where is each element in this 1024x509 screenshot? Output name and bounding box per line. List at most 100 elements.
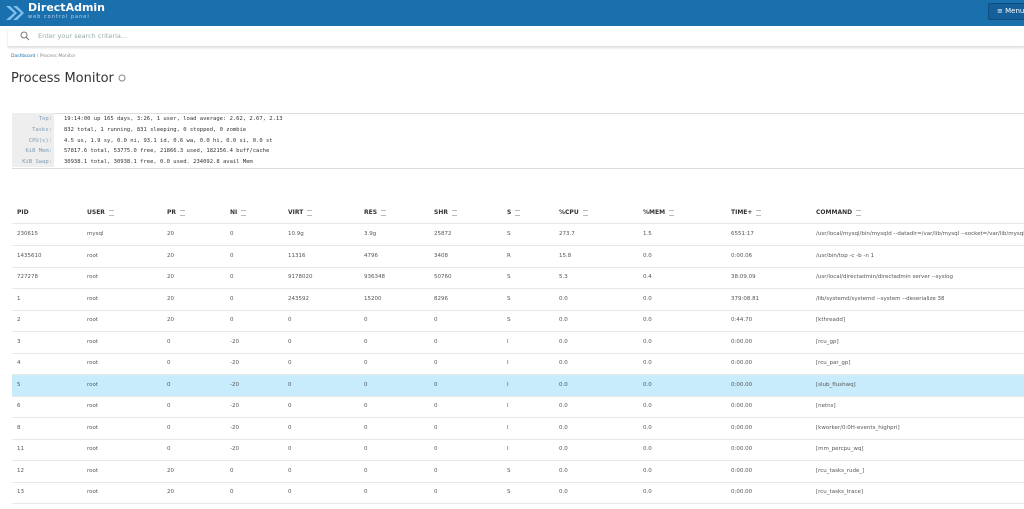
column-header[interactable]: %MEM	[643, 202, 675, 223]
table-cell: S	[507, 231, 511, 237]
search-bar[interactable]	[8, 28, 1024, 47]
sort-icon[interactable]	[669, 209, 675, 216]
column-label[interactable]: %MEM	[643, 209, 666, 216]
table-row[interactable]: 3 root 0 -20 0 0 0 I 0.0 0.0 0:00.00 [rcu_gp]	[12, 332, 1024, 354]
info-text: 57817.6 total, 53775.0 free, 21866.3 use…	[64, 148, 270, 155]
table-row[interactable]: 8 root 0 -20 0 0 0 I 0.0 0.0 0:00.00 [kworker/0:0H-…	[12, 418, 1024, 440]
sort-icon[interactable]	[307, 209, 313, 216]
table-cell: 0	[167, 360, 171, 366]
column-label[interactable]: SHR	[434, 209, 448, 216]
sort-icon[interactable]	[108, 209, 114, 216]
sort-icon[interactable]	[856, 209, 862, 216]
table-cell: 2	[17, 317, 21, 323]
table-cell: 0.0	[643, 360, 652, 366]
table-cell: 0	[364, 424, 368, 431]
column-label[interactable]: NI	[230, 209, 238, 216]
help-icon[interactable]	[118, 74, 126, 82]
column-label[interactable]: VIRT	[288, 209, 304, 216]
column-header[interactable]: VIRT	[288, 202, 313, 223]
table-row[interactable]: 4 root 0 -20 0 0 0 I 0.0 0.0 0:00.00 [rcu_par_gp]	[12, 353, 1024, 375]
sort-icon[interactable]	[515, 209, 521, 216]
sort-icon[interactable]	[756, 209, 762, 216]
table-row[interactable]: 11 root 0 -20 0 0 0 I 0.0 0.0 0:00.00 [mm_percpu_wq…	[12, 439, 1024, 461]
column-header[interactable]: PR	[167, 202, 186, 223]
table-cell: 0	[167, 424, 171, 431]
table-cell: 0:00.00	[731, 446, 753, 452]
column-label[interactable]: PID	[17, 209, 29, 216]
table-cell: -20	[230, 424, 239, 431]
top-bar: DirectAdmin web control panel ≡ Menu	[0, 0, 1024, 26]
table-cell: -20	[230, 446, 239, 452]
column-label[interactable]: S	[507, 209, 512, 216]
sort-icon[interactable]	[241, 209, 247, 216]
table-cell: 0	[364, 446, 368, 452]
sort-icon[interactable]	[582, 209, 588, 216]
table-cell: 20	[167, 295, 174, 302]
table-row[interactable]: 230615 mysql 20 0 10.9g 3.9g 25872 S 273.7 1.5 655…	[12, 224, 1024, 246]
table-cell: 0.0	[559, 489, 568, 495]
table-cell: 243592	[288, 295, 309, 302]
table-row[interactable]: 1435610 root 20 0 11316 4796 3408 R 15.8 0.0 0:00.…	[12, 246, 1024, 268]
table-cell: 0	[434, 489, 438, 495]
table-cell: 0:00.00	[731, 489, 753, 495]
sort-icon[interactable]	[381, 209, 387, 216]
info-label: KiB Swap:	[22, 159, 52, 166]
table-row[interactable]: 727278 root 20 0 9178020 936348 50760 S 5.3 0.4 38…	[12, 267, 1024, 289]
table-cell: 0.0	[643, 338, 652, 345]
table-cell: -20	[230, 360, 239, 366]
column-header[interactable]: PID	[17, 202, 29, 223]
table-cell: 0	[364, 317, 368, 323]
table-cell: 0	[167, 381, 171, 388]
table-row[interactable]: 2 root 20 0 0 0 0 S 0.0 0.0 0:44.70 [kthreadd]	[12, 310, 1024, 332]
table-cell: S	[507, 274, 511, 280]
table-cell: root	[87, 338, 99, 345]
sort-icon[interactable]	[451, 209, 457, 216]
column-header[interactable]: %CPU	[559, 202, 588, 223]
table-row[interactable]: 6 root 0 -20 0 0 0 I 0.0 0.0 0:00.00 [netns]	[12, 396, 1024, 418]
column-label[interactable]: TIME+	[731, 209, 753, 216]
table-cell: root	[87, 489, 99, 495]
table-cell: 0	[434, 467, 438, 474]
column-header[interactable]: NI	[230, 202, 247, 223]
table-row[interactable]: 13 root 20 0 0 0 0 S 0.0 0.0 0:00.00 [rcu_tasks_tra…	[12, 482, 1024, 504]
column-header[interactable]: RES	[364, 202, 387, 223]
logo[interactable]: DirectAdmin	[28, 1, 106, 14]
table-row[interactable]: 5 root 0 -20 0 0 0 I 0.0 0.0 0:00.00 [slub_flushwq]	[12, 374, 1024, 397]
sort-icon[interactable]	[180, 209, 186, 216]
table-cell: 0	[167, 338, 171, 345]
info-text: 4.5 us, 1.9 sy, 0.0 ni, 93.1 id, 0.6 wa,…	[64, 137, 273, 144]
table-cell: 0	[288, 317, 292, 323]
table-cell: 6	[17, 403, 21, 409]
table-cell: 0	[288, 489, 292, 495]
table-row[interactable]: 1 root 20 0 243592 15200 8296 S 0.0 0.0 379:08.81 /…	[12, 289, 1024, 311]
table-row[interactable]: 12 root 20 0 0 0 0 S 0.0 0.0 0:00.00 [rcu_tasks_rud…	[12, 461, 1024, 483]
table-cell: /lib/systemd/systemd --system --deserial…	[816, 295, 945, 302]
table-cell: 15200	[364, 295, 382, 302]
menu-button[interactable]: ≡ Menu	[988, 3, 1024, 20]
column-header[interactable]: SHR	[434, 202, 457, 223]
column-label[interactable]: USER	[87, 209, 105, 216]
breadcrumb-link[interactable]: Dashboard	[11, 54, 36, 59]
table-cell: 0.0	[643, 467, 652, 474]
table-cell: 0	[288, 403, 292, 409]
table-cell: [mm_percpu_wq]	[816, 446, 864, 452]
column-header[interactable]: S	[507, 202, 521, 223]
top-info-labels	[12, 113, 54, 167]
table-cell: 0	[434, 403, 438, 409]
info-label: Top:	[38, 116, 52, 122]
column-label[interactable]: RES	[364, 209, 378, 216]
table-cell: I	[507, 446, 509, 452]
column-label[interactable]: %CPU	[559, 209, 579, 216]
column-label[interactable]: PR	[167, 209, 177, 216]
column-label[interactable]: COMMAND	[816, 209, 853, 216]
table-cell: /usr/bin/top -c -b -n 1	[816, 252, 875, 259]
column-header[interactable]: USER	[87, 202, 114, 223]
table-cell: 0	[364, 403, 368, 409]
table-cell: 0	[167, 403, 171, 409]
menu-label[interactable]: Menu	[1005, 7, 1024, 15]
search-placeholder[interactable]: Enter your search criteria...	[38, 32, 128, 40]
column-header[interactable]: COMMAND	[816, 202, 862, 223]
table-cell: 0.0	[559, 381, 568, 388]
column-header[interactable]: TIME+	[731, 202, 762, 223]
table-cell: 0.0	[643, 446, 652, 452]
